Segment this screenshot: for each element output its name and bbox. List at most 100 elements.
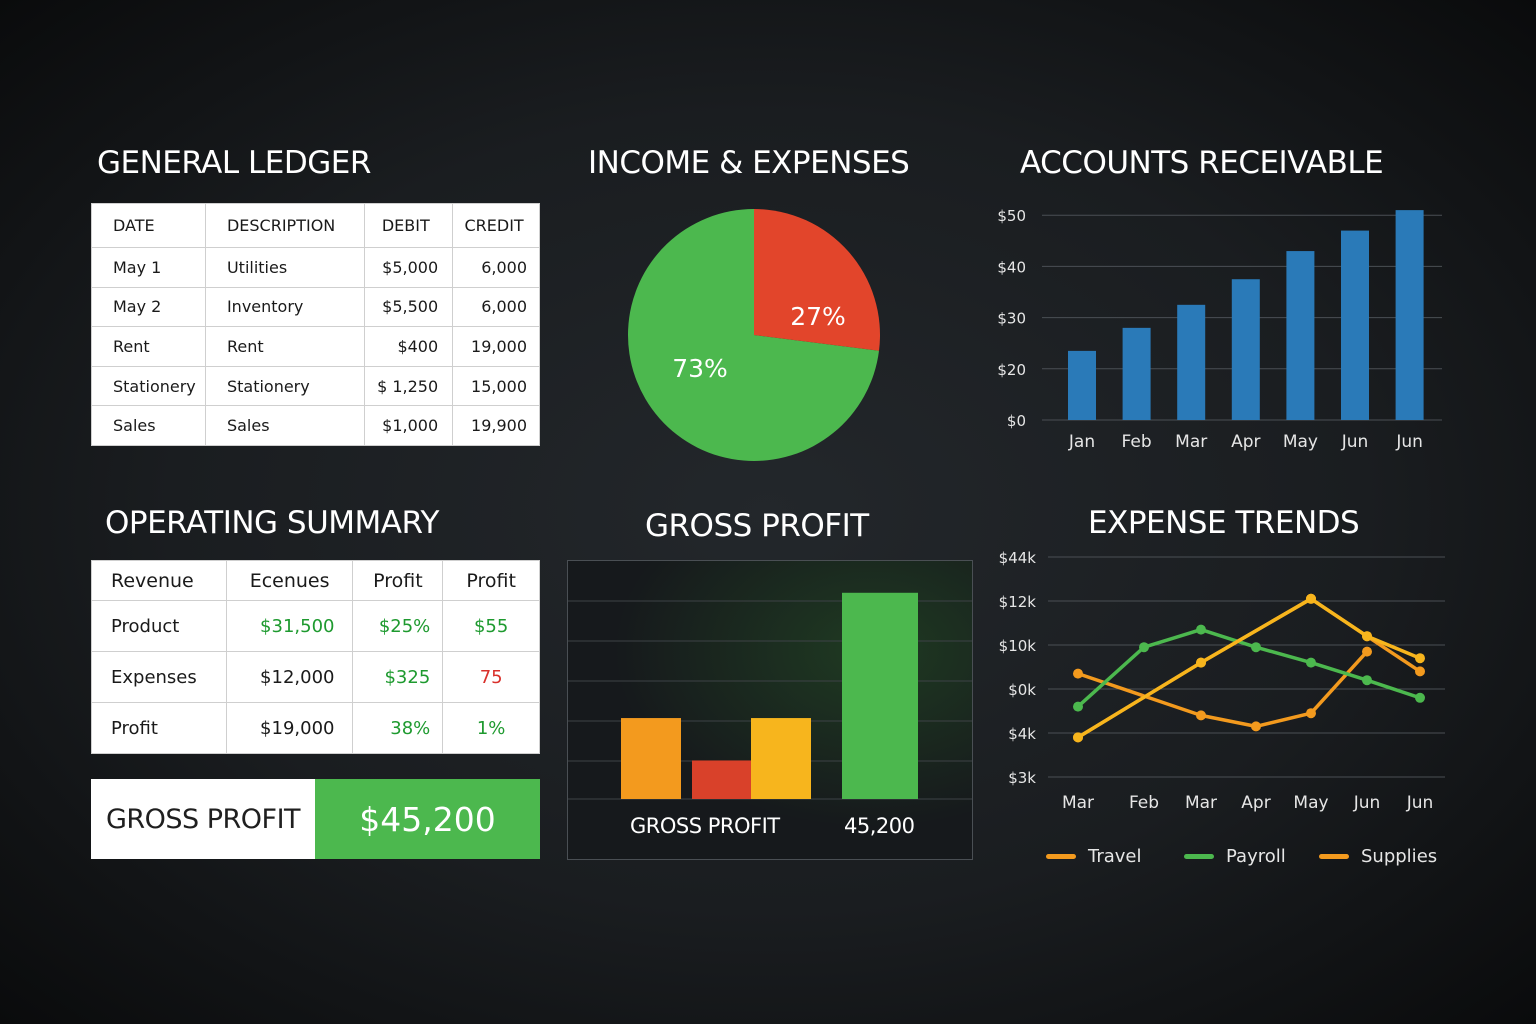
bar <box>621 718 681 799</box>
series-point <box>1415 666 1425 677</box>
table-cell: 19,000 <box>452 326 540 367</box>
table-cell: Sales <box>204 405 366 446</box>
table-cell: $19,000 <box>225 702 354 754</box>
y-tick-label: $4k <box>1008 725 1036 743</box>
series-point <box>1251 721 1261 732</box>
table-cell: 19,900 <box>452 405 540 446</box>
table-cell: 75 <box>442 651 540 703</box>
table-cell: May 2 <box>91 286 206 328</box>
series-point <box>1251 642 1261 653</box>
bar <box>1286 251 1315 420</box>
bar <box>1177 304 1206 420</box>
gross-profit-label: GROSS PROFIT <box>91 779 315 859</box>
series-point <box>1139 642 1149 653</box>
table-cell: $400 <box>364 326 454 367</box>
x-tick-label: Apr <box>1231 432 1260 452</box>
table-cell: 38% <box>352 702 444 754</box>
x-tick-label: Feb <box>1129 793 1159 813</box>
table-cell: 15,000 <box>452 365 540 407</box>
operating-summary-table: Revenue Ecenues Profit Profit Product $3… <box>91 560 540 754</box>
table-cell: $12,000 <box>225 651 354 703</box>
table-cell: Expenses <box>91 651 227 703</box>
table-row: Product $31,500 $25% $55 <box>91 600 540 652</box>
table-cell: 6,000 <box>452 247 540 288</box>
bar <box>1341 230 1369 420</box>
series-point <box>1362 631 1372 642</box>
legend-item-travel: Travel <box>1046 846 1142 867</box>
expense-trends-line-chart: $44k $12k $10k $0k $4k $3k Mar Feb Mar Apr May Jun J… <box>999 549 1445 813</box>
x-tick-label: Jun <box>1406 793 1434 813</box>
table-cell: $325 <box>352 651 444 703</box>
series-point <box>1073 668 1083 679</box>
table-cell: $5,000 <box>364 247 454 288</box>
series-point <box>1362 646 1372 657</box>
x-tick-label: Jun <box>1395 432 1423 452</box>
bar <box>1122 327 1151 420</box>
y-tick-label: $3k <box>1008 769 1036 787</box>
column-header: Ecenues <box>225 560 354 601</box>
bar <box>842 592 918 799</box>
bar <box>1068 350 1096 420</box>
series-point <box>1073 701 1083 712</box>
table-row: Expenses $12,000 $325 75 <box>91 651 540 703</box>
table-cell: 6,000 <box>452 286 540 328</box>
table-cell: Product <box>91 600 227 652</box>
table-row: Stationery Stationery $ 1,250 15,000 <box>91 365 540 407</box>
pie-label-expenses: 27% <box>790 302 846 331</box>
series-point <box>1306 657 1316 668</box>
table-cell: $31,500 <box>225 600 354 652</box>
legend-swatch <box>1184 854 1214 859</box>
table-cell: $25% <box>352 600 444 652</box>
series-point <box>1196 624 1206 635</box>
bar <box>1395 210 1424 420</box>
column-header: DATE <box>91 203 206 248</box>
table-cell: Inventory <box>204 286 366 328</box>
series-point <box>1415 653 1425 664</box>
table-header-row: DATE DESCRIPTION DEBIT CREDIT <box>91 203 540 248</box>
x-tick-label: Apr <box>1241 793 1270 813</box>
column-header: Profit <box>442 560 540 601</box>
x-tick-label: Mar <box>1062 793 1094 813</box>
table-header-row: Revenue Ecenues Profit Profit <box>91 560 540 601</box>
table-row: Profit $19,000 38% 1% <box>91 702 540 754</box>
table-cell: $1,000 <box>364 405 454 446</box>
bar <box>692 760 752 799</box>
gross-profit-title: GROSS PROFIT <box>645 508 869 544</box>
x-tick-label: Jan <box>1068 432 1095 452</box>
column-header: CREDIT <box>452 203 540 248</box>
series-point <box>1362 675 1372 686</box>
bar <box>751 718 811 799</box>
y-tick-label: $40 <box>997 258 1026 276</box>
table-cell: Rent <box>204 326 366 367</box>
legend-item-payroll: Payroll <box>1184 846 1286 867</box>
operating-summary-title: OPERATING SUMMARY <box>105 505 439 541</box>
series-point <box>1073 732 1083 743</box>
general-ledger-table: DATE DESCRIPTION DEBIT CREDIT May 1 Util… <box>91 203 540 446</box>
legend-label: Travel <box>1088 846 1142 867</box>
series-point <box>1196 710 1206 721</box>
legend-swatch <box>1319 854 1349 859</box>
series-point <box>1306 708 1316 719</box>
x-tick-label: Mar <box>1185 793 1217 813</box>
table-cell: Stationery <box>91 365 206 407</box>
column-header: Revenue <box>91 560 227 601</box>
y-tick-label: $30 <box>997 310 1026 328</box>
pie-slice-income <box>628 209 880 461</box>
x-tick-label: Feb <box>1122 432 1152 452</box>
expense-trends-title: EXPENSE TRENDS <box>1088 505 1360 541</box>
table-cell: $5,500 <box>364 286 454 328</box>
pie-slice-expenses <box>754 209 880 351</box>
income-expenses-pie-chart: 73% 27% <box>628 209 880 461</box>
x-tick-label: May <box>1293 793 1328 813</box>
x-tick-label: Jun <box>1353 793 1381 813</box>
legend-item-supplies: Supplies <box>1319 846 1437 867</box>
column-header: Profit <box>352 560 444 601</box>
series-point <box>1306 593 1316 604</box>
table-cell: $55 <box>442 600 540 652</box>
table-cell: May 1 <box>91 247 206 288</box>
table-row: Sales Sales $1,000 19,900 <box>91 405 540 446</box>
x-tick-label: May <box>1283 432 1318 452</box>
y-tick-label: $10k <box>999 637 1037 655</box>
legend-swatch <box>1046 854 1076 859</box>
income-expenses-title: INCOME & EXPENSES <box>588 145 910 181</box>
